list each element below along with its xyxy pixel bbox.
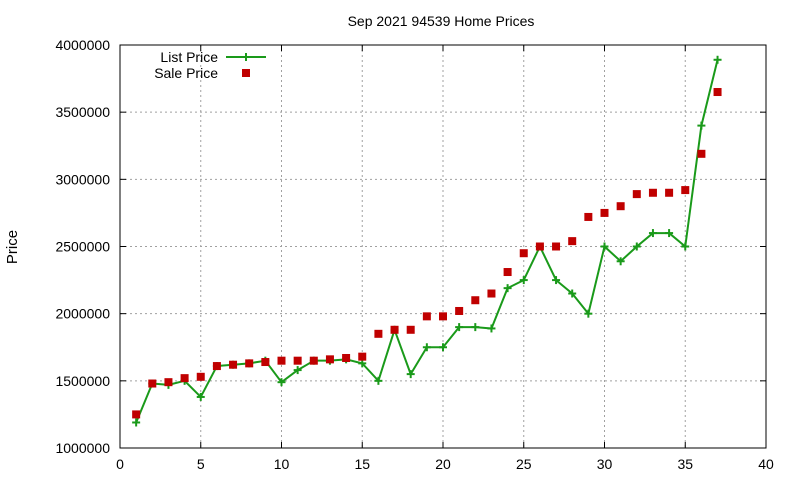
sale-price-point bbox=[132, 410, 141, 419]
sale-price-point bbox=[164, 378, 173, 387]
y-tick-label: 4000000 bbox=[55, 37, 110, 53]
sale-price-point bbox=[600, 208, 609, 217]
x-tick-label: 20 bbox=[435, 456, 451, 472]
sale-price-point bbox=[568, 237, 577, 246]
y-tick-label: 3000000 bbox=[55, 171, 110, 187]
list-price-point bbox=[406, 370, 415, 379]
sale-price-point bbox=[519, 249, 528, 258]
sale-price-point bbox=[342, 353, 351, 362]
chart-title: Sep 2021 94539 Home Prices bbox=[348, 13, 535, 29]
list-price-point bbox=[374, 376, 383, 385]
sale-price-point bbox=[277, 356, 286, 365]
list-price-point bbox=[358, 359, 367, 368]
sale-price-point bbox=[196, 372, 205, 381]
legend-square-marker bbox=[242, 69, 250, 77]
x-tick-label: 35 bbox=[677, 456, 693, 472]
list-price-point bbox=[697, 121, 706, 130]
list-price-line bbox=[135, 59, 719, 423]
sale-price-point bbox=[681, 186, 690, 195]
legend-plus-marker bbox=[242, 53, 250, 61]
y-tick-label: 2000000 bbox=[55, 306, 110, 322]
sale-price-point bbox=[148, 379, 157, 388]
x-tick-label: 25 bbox=[516, 456, 532, 472]
series-sale-price bbox=[132, 88, 722, 419]
sale-price-point bbox=[180, 374, 189, 383]
list-price-point bbox=[568, 289, 577, 298]
list-price-point bbox=[519, 276, 528, 285]
axis-ticks: 0 5 10 15 20 25 30 35 40 1000000 1500000 2000000 250… bbox=[55, 37, 774, 472]
sale-price-point bbox=[293, 356, 302, 365]
sale-price-point bbox=[535, 242, 544, 251]
sale-price-point bbox=[503, 268, 512, 277]
list-price-point bbox=[132, 418, 141, 427]
sale-price-point bbox=[229, 360, 238, 369]
sale-price-point bbox=[632, 190, 641, 199]
list-price-point bbox=[584, 309, 593, 318]
list-price-point bbox=[422, 343, 431, 352]
grid bbox=[120, 45, 766, 448]
y-tick-label: 3500000 bbox=[55, 104, 110, 120]
y-axis-label: Price bbox=[4, 230, 21, 264]
series bbox=[132, 55, 722, 427]
sale-price-point bbox=[390, 325, 399, 334]
sale-price-point bbox=[713, 88, 722, 97]
list-price-point bbox=[632, 242, 641, 251]
legend-label: List Price bbox=[160, 49, 218, 65]
sale-price-point bbox=[374, 329, 383, 338]
list-price-point bbox=[196, 392, 205, 401]
list-price-point bbox=[648, 229, 657, 238]
x-tick-label: 0 bbox=[116, 456, 124, 472]
list-price-point bbox=[665, 229, 674, 238]
x-tick-label: 10 bbox=[274, 456, 290, 472]
list-price-point bbox=[616, 257, 625, 266]
sale-price-point bbox=[697, 149, 706, 158]
sale-price-point bbox=[487, 289, 496, 298]
x-tick-label: 15 bbox=[354, 456, 370, 472]
sale-price-point bbox=[422, 312, 431, 321]
list-price-point bbox=[552, 276, 561, 285]
sale-price-point bbox=[406, 325, 415, 334]
sale-price-point bbox=[665, 188, 674, 197]
sale-price-point bbox=[552, 242, 561, 251]
list-price-point bbox=[277, 378, 286, 387]
legend-label: Sale Price bbox=[154, 65, 218, 81]
list-price-point bbox=[681, 242, 690, 251]
x-tick-label: 40 bbox=[758, 456, 774, 472]
series-list-price bbox=[132, 55, 722, 427]
sale-price-point bbox=[455, 306, 464, 315]
list-price-point bbox=[439, 343, 447, 352]
y-tick-label: 2500000 bbox=[55, 239, 110, 255]
sale-price-point bbox=[309, 356, 318, 365]
sale-price-point bbox=[212, 362, 221, 371]
sale-price-point bbox=[471, 296, 480, 305]
sale-price-point bbox=[325, 355, 334, 364]
list-price-point bbox=[503, 284, 512, 293]
sale-price-point bbox=[245, 359, 254, 368]
list-price-point bbox=[713, 55, 722, 64]
sale-price-point bbox=[261, 358, 270, 367]
sale-price-point bbox=[584, 212, 593, 221]
list-price-point bbox=[600, 242, 609, 251]
list-price-point bbox=[471, 323, 480, 332]
sale-price-point bbox=[439, 312, 447, 321]
sale-price-point bbox=[358, 352, 367, 361]
sale-price-point bbox=[616, 202, 625, 211]
list-price-point bbox=[487, 324, 496, 333]
list-price-point bbox=[293, 366, 302, 375]
y-tick-label: 1000000 bbox=[55, 440, 110, 456]
x-tick-label: 30 bbox=[597, 456, 613, 472]
y-tick-label: 1500000 bbox=[55, 373, 110, 389]
x-tick-label: 5 bbox=[197, 456, 205, 472]
sale-price-point bbox=[648, 188, 657, 197]
list-price-point bbox=[455, 323, 464, 332]
